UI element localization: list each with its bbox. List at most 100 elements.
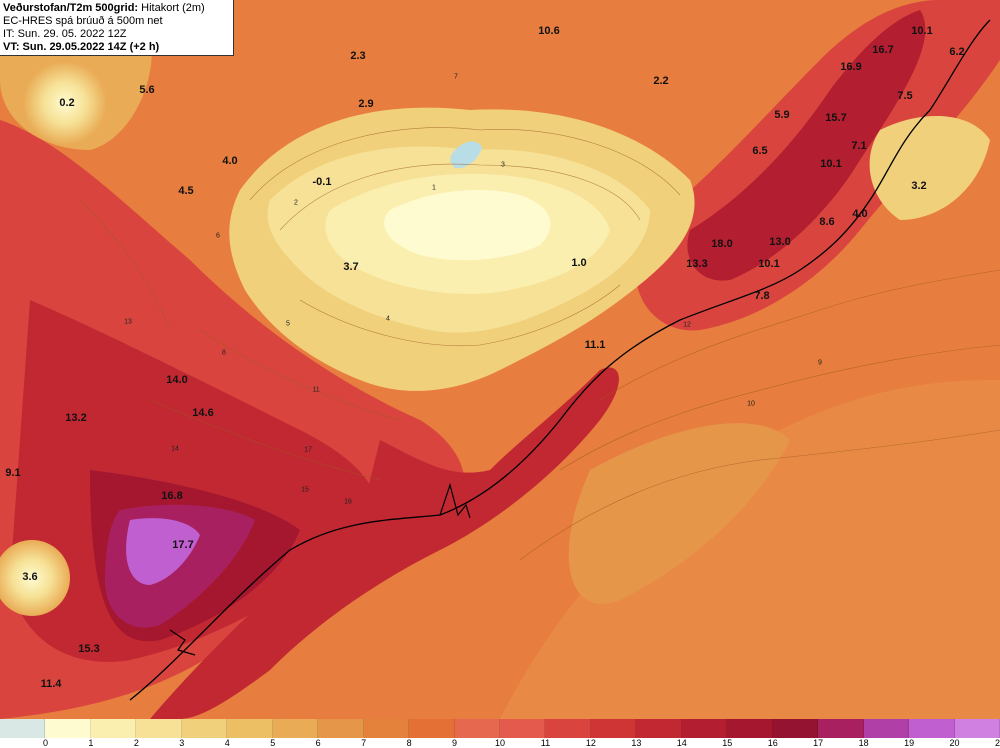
legend-tick-label: 13 xyxy=(631,738,642,748)
temp-label: 18.0 xyxy=(711,238,733,250)
legend-swatch xyxy=(90,719,137,738)
legend-tick-label: 17 xyxy=(813,738,824,748)
temp-label: 13.2 xyxy=(65,412,87,424)
temp-label: 6.5 xyxy=(752,145,768,157)
contour-label: 17 xyxy=(304,446,312,454)
legend-swatch xyxy=(454,719,500,738)
temp-label: 10.1 xyxy=(758,258,780,270)
contour-label: 10 xyxy=(747,400,755,408)
legend-tick-label: 14 xyxy=(676,738,687,748)
legend-swatch xyxy=(227,719,273,738)
header-title: Veðurstofan/T2m 500grid: Hitakort (2m) xyxy=(3,2,205,14)
header-init-time: IT: Sun. 29. 05. 2022 12Z xyxy=(3,28,127,40)
temp-label: 15.3 xyxy=(78,643,100,655)
temp-label: 11.1 xyxy=(584,339,606,351)
contour-label: 3 xyxy=(501,161,505,169)
temp-label: 11.4 xyxy=(40,678,62,690)
map-header: Veðurstofan/T2m 500grid: Hitakort (2m) E… xyxy=(0,0,234,56)
temp-label: 17.7 xyxy=(172,539,194,551)
legend-swatch xyxy=(0,719,46,738)
contour-label: 9 xyxy=(818,359,822,367)
legend-tick-label: 8 xyxy=(406,738,412,748)
legend-tick-label: 16 xyxy=(767,738,778,748)
header-model: EC-HRES spá brúuð á 500m net xyxy=(3,15,163,27)
temp-label: -0.1 xyxy=(312,176,332,188)
legend-swatch xyxy=(909,719,955,738)
legend-swatch xyxy=(681,719,728,738)
temp-label: 6.2 xyxy=(949,46,965,58)
temp-label: 14.0 xyxy=(166,374,188,386)
temp-label: 10.6 xyxy=(538,25,560,37)
temp-label: 3.2 xyxy=(911,180,927,192)
temp-label: 1.0 xyxy=(571,257,587,269)
legend-tick-label: 4 xyxy=(224,738,230,748)
temp-label: 13.3 xyxy=(686,258,708,270)
legend-tick-label: 21 xyxy=(994,738,1000,748)
temp-label: 16.7 xyxy=(872,44,894,56)
temp-label: 8.6 xyxy=(819,216,835,228)
contour-label: 4 xyxy=(386,315,390,323)
legend-swatch xyxy=(136,719,182,738)
legend-tick-label: 12 xyxy=(585,738,596,748)
legend-tick-label: 7 xyxy=(361,738,367,748)
legend-swatch xyxy=(318,719,364,738)
legend-swatch xyxy=(363,719,410,738)
temp-label: 5.6 xyxy=(139,84,155,96)
legend-tick-label: 18 xyxy=(858,738,869,748)
color-scale-legend: 0123456789101112131415161718192021 xyxy=(0,719,1000,748)
temp-label: 16.9 xyxy=(840,61,862,73)
legend-tick-label: 5 xyxy=(270,738,276,748)
contour-label: 7 xyxy=(454,73,458,81)
legend-swatch xyxy=(590,719,637,738)
temp-label: 3.6 xyxy=(22,571,38,583)
temp-label: 15.7 xyxy=(825,112,847,124)
contour-label: 16 xyxy=(344,498,352,506)
temp-label: 7.1 xyxy=(851,140,867,152)
legend-swatch xyxy=(500,719,546,738)
legend-swatch xyxy=(772,719,819,738)
temp-label: 10.1 xyxy=(911,25,933,37)
legend-swatch xyxy=(545,719,591,738)
legend-tick-label: 0 xyxy=(42,738,48,748)
legend-tick-label: 1 xyxy=(88,738,94,748)
legend-tick-label: 20 xyxy=(949,738,960,748)
legend-swatch xyxy=(45,719,91,738)
legend-tick-label: 2 xyxy=(133,738,139,748)
legend-swatch xyxy=(272,719,319,738)
legend-tick-label: 10 xyxy=(494,738,506,748)
contour-label: 1 xyxy=(432,184,436,192)
header-valid-time: VT: Sun. 29.05.2022 14Z (+2 h) xyxy=(3,41,160,53)
temp-label: 7.8 xyxy=(754,290,770,302)
temp-label: 2.2 xyxy=(653,75,669,87)
legend-swatch xyxy=(954,719,1000,738)
temp-label: 5.9 xyxy=(774,109,790,121)
temp-label: 4.0 xyxy=(222,155,238,167)
contour-label: 13 xyxy=(124,318,132,326)
temp-label: 10.1 xyxy=(820,158,842,170)
temp-label: 2.9 xyxy=(358,98,374,110)
temp-label: 3.7 xyxy=(343,261,359,273)
legend-swatch xyxy=(863,719,910,738)
temp-label: 0.2 xyxy=(59,97,75,109)
legend-swatch xyxy=(636,719,682,738)
contour-label: 2 xyxy=(294,199,298,207)
contour-label: 15 xyxy=(301,486,309,494)
temp-label: 16.8 xyxy=(161,490,183,502)
temp-label: 14.6 xyxy=(192,407,214,419)
temp-label: 2.3 xyxy=(350,50,366,62)
legend-swatch xyxy=(727,719,773,738)
contour-label: 12 xyxy=(683,321,691,329)
legend-tick-label: 6 xyxy=(315,738,321,748)
legend-tick-label: 19 xyxy=(904,738,915,748)
temp-label: 9.1 xyxy=(5,467,21,479)
legend-swatch xyxy=(818,719,864,738)
contour-label: 11 xyxy=(312,386,320,394)
contour-label: 14 xyxy=(171,445,179,453)
contour-label: 8 xyxy=(222,349,226,357)
temp-label: 4.0 xyxy=(852,208,868,220)
temp-label: 4.5 xyxy=(178,185,194,197)
temp-label: 13.0 xyxy=(769,236,791,248)
contour-label: 5 xyxy=(286,320,290,328)
legend-swatch xyxy=(181,719,228,738)
temperature-map[interactable] xyxy=(0,0,1000,719)
